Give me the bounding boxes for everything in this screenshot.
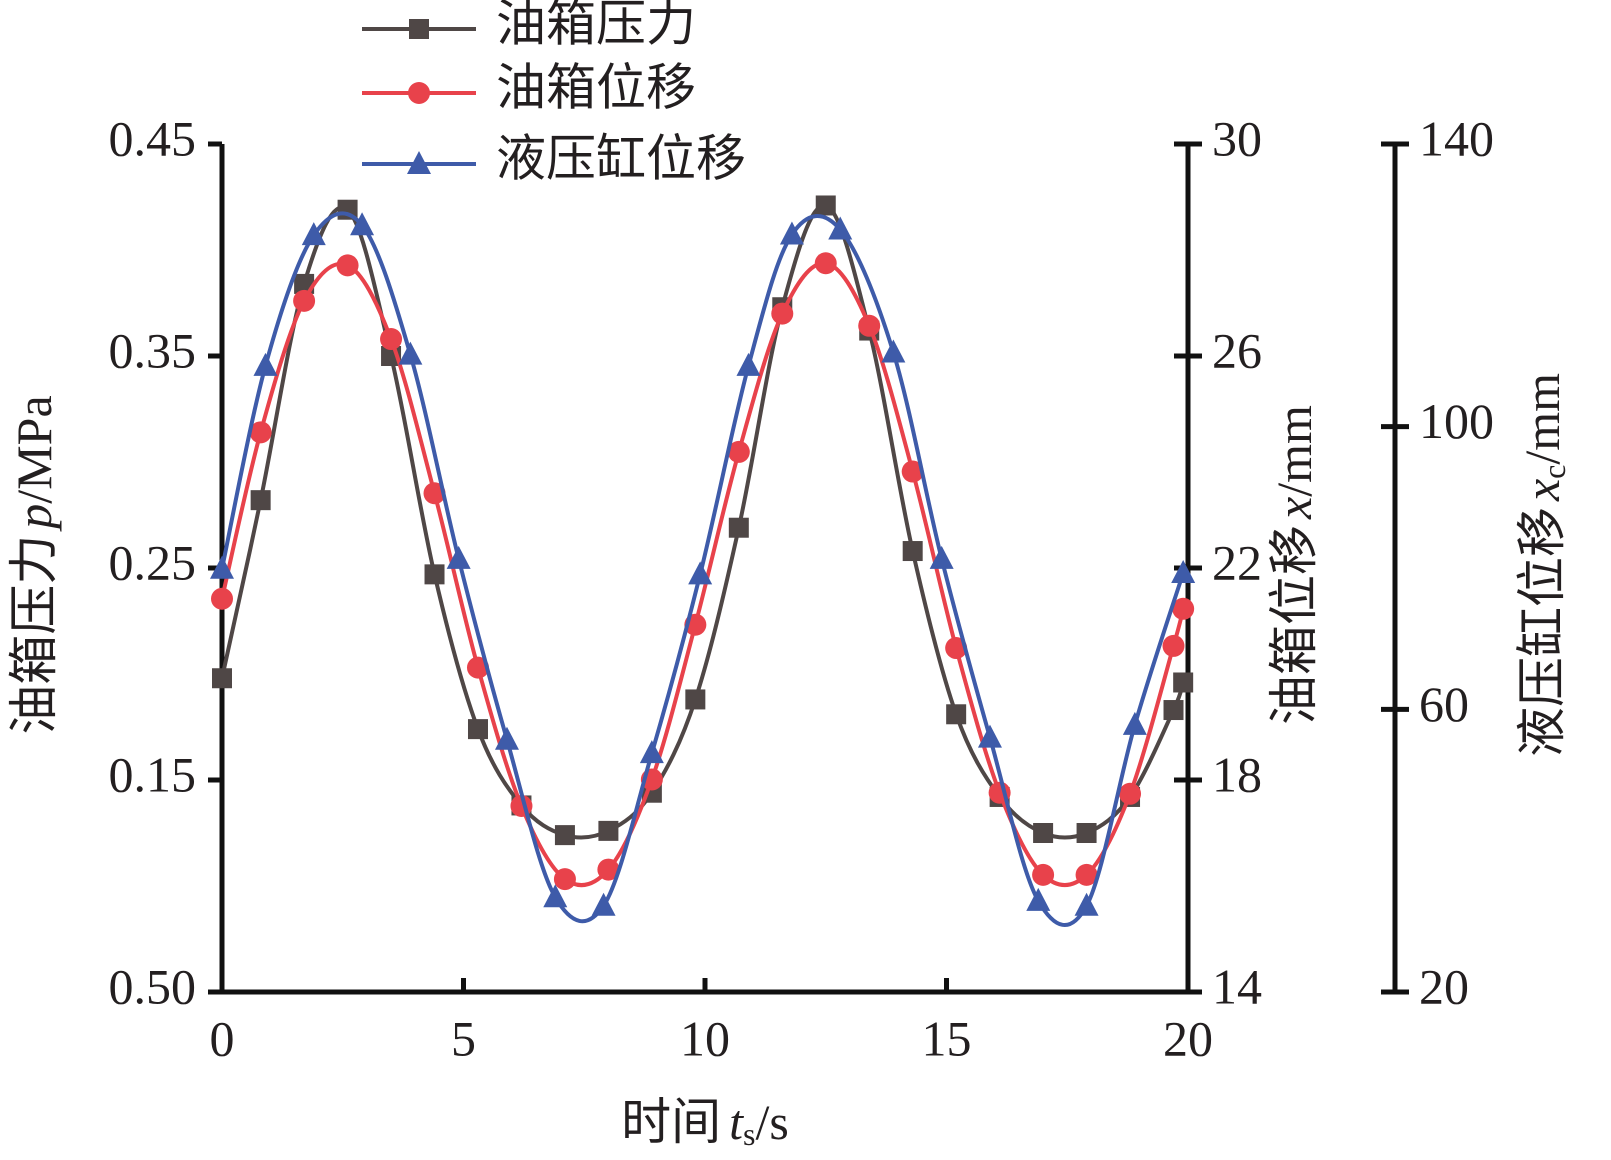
y-title-var: p <box>6 504 62 532</box>
marker <box>210 555 234 579</box>
marker <box>1173 672 1194 693</box>
marker <box>1163 700 1184 721</box>
marker <box>212 668 232 689</box>
marker <box>688 561 713 585</box>
marker <box>1033 823 1054 843</box>
y-tick-label: 0.15 <box>109 746 197 802</box>
y-tick-label: 0.50 <box>109 958 197 1014</box>
y-title-unit: /MPa <box>6 395 62 503</box>
marker <box>881 339 906 363</box>
marker <box>1119 782 1142 805</box>
marker <box>901 460 924 483</box>
y2-title-unit: /mm <box>1266 405 1322 497</box>
x-title-unit: /s <box>756 1094 789 1150</box>
marker <box>929 545 954 569</box>
y2-tick-label: 18 <box>1212 746 1262 802</box>
x-tick-label: 20 <box>1163 1010 1213 1066</box>
marker <box>1172 597 1195 620</box>
marker <box>250 490 271 511</box>
x-tick-label: 15 <box>922 1010 972 1066</box>
marker <box>685 689 706 710</box>
marker <box>543 884 568 908</box>
marker <box>597 858 620 881</box>
y3-title-sub: c <box>1536 465 1572 479</box>
y3-tick-label: 140 <box>1419 110 1494 166</box>
marker <box>858 314 881 337</box>
x-title-var: t <box>729 1094 744 1150</box>
y3-title-var: x <box>1514 479 1570 502</box>
y-axis-title: 油箱压力 p/MPa <box>6 395 62 734</box>
y2-tick-label: 22 <box>1212 534 1262 590</box>
marker <box>815 195 836 216</box>
y3-title-unit: /mm <box>1514 373 1570 465</box>
marker <box>1032 863 1055 886</box>
marker <box>553 868 576 891</box>
y-tick-label: 0.35 <box>109 322 197 378</box>
marker <box>350 212 375 236</box>
y2-tick-label: 14 <box>1212 958 1262 1014</box>
marker <box>253 352 278 376</box>
y3-tick-label: 60 <box>1419 676 1469 732</box>
legend-label: 液压缸位移 <box>496 130 746 186</box>
marker <box>446 545 471 569</box>
x-title-text: 时间 <box>621 1094 721 1150</box>
series-line <box>220 203 1186 840</box>
legend-label: 油箱压力 <box>496 0 696 51</box>
marker <box>1074 892 1099 916</box>
marker <box>211 587 233 610</box>
marker <box>423 482 446 505</box>
marker <box>977 724 1002 748</box>
marker <box>494 726 519 750</box>
marker <box>902 541 923 562</box>
y2-title-text: 油箱位移 <box>1266 525 1322 725</box>
legend-marker <box>408 82 430 104</box>
y3-axis-title: 液压缸位移 xc/mm <box>1514 373 1572 757</box>
legend-marker <box>407 151 431 174</box>
y-tick-label: 0.45 <box>109 110 197 166</box>
x-tick-label: 0 <box>210 1010 235 1066</box>
marker <box>1162 634 1185 657</box>
y2-title-var: x <box>1266 497 1322 520</box>
marker <box>727 440 750 463</box>
marker <box>736 352 761 376</box>
legend-marker <box>409 19 429 39</box>
marker <box>598 820 619 841</box>
marker <box>1171 559 1196 583</box>
marker <box>293 289 316 312</box>
marker <box>249 421 272 444</box>
marker <box>946 704 967 725</box>
marker <box>771 302 794 325</box>
y3-title-text: 液压缸位移 <box>1514 507 1570 757</box>
marker <box>728 517 749 538</box>
marker <box>1076 823 1097 843</box>
legend-label: 油箱位移 <box>496 59 696 115</box>
y2-tick-label: 26 <box>1212 322 1262 378</box>
x-title-sub: s <box>743 1116 755 1152</box>
x-axis-title: 时间 ts/s <box>621 1094 789 1152</box>
marker <box>1122 711 1147 735</box>
marker <box>591 892 616 916</box>
x-tick-label: 10 <box>680 1010 730 1066</box>
x-tick-label: 5 <box>451 1010 476 1066</box>
marker <box>779 221 804 245</box>
y-title-text: 油箱压力 <box>6 535 62 735</box>
y2-axis-title: 油箱位移 x/mm <box>1266 405 1322 725</box>
marker <box>554 825 575 846</box>
y2-tick-label: 30 <box>1212 110 1262 166</box>
marker <box>301 222 326 246</box>
marker <box>828 216 853 240</box>
y3-tick-label: 100 <box>1419 393 1494 449</box>
marker <box>1075 863 1098 886</box>
marker <box>1026 887 1051 911</box>
marker <box>380 328 403 351</box>
y-tick-label: 0.25 <box>109 534 197 590</box>
marker <box>424 564 445 585</box>
marker <box>814 252 837 275</box>
marker <box>467 719 488 740</box>
marker <box>639 740 664 764</box>
y3-tick-label: 20 <box>1419 958 1469 1014</box>
marker <box>336 254 359 277</box>
marker <box>398 341 423 365</box>
